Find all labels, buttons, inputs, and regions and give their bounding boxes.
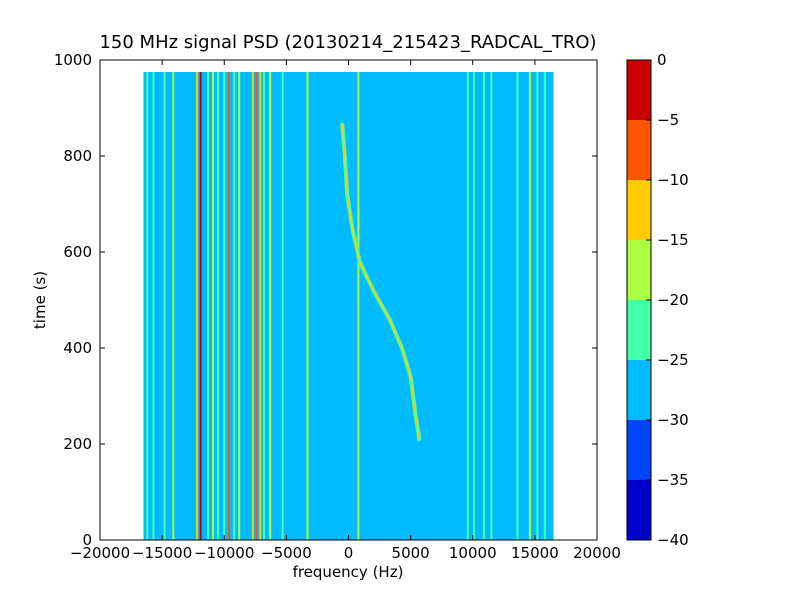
colorbar-tick-label: −25 bbox=[657, 351, 689, 369]
y-tick-label: 200 bbox=[63, 435, 92, 453]
colorbar-band bbox=[627, 240, 651, 300]
colorbar-tick-label: −40 bbox=[657, 531, 689, 549]
x-tick-label: −10000 bbox=[194, 544, 254, 562]
y-tick-label: 0 bbox=[82, 531, 92, 549]
colorbar-band bbox=[627, 300, 651, 360]
x-axis-ticks: −20000 −15000 −10000 −5000 0 5000 10000 15000 20… bbox=[70, 60, 621, 562]
colorbar-bands bbox=[627, 60, 651, 540]
x-axis-label: frequency (Hz) bbox=[293, 563, 404, 581]
x-tick-label: 10000 bbox=[449, 544, 497, 562]
colorbar-band bbox=[627, 480, 651, 540]
colorbar-tick-label: −15 bbox=[657, 231, 689, 249]
colorbar-ticks: −40 −35 −30 −25 −20 −15 −10 −5 0 bbox=[646, 51, 689, 549]
psd-heatmap bbox=[143, 72, 554, 540]
colorbar-band bbox=[627, 180, 651, 240]
y-tick-label: 1000 bbox=[54, 51, 92, 69]
x-tick-label: 0 bbox=[344, 544, 354, 562]
x-tick-label: −20000 bbox=[70, 544, 130, 562]
colorbar-tick-label: −35 bbox=[657, 471, 689, 489]
colorbar-tick-label: −5 bbox=[657, 111, 679, 129]
x-tick-label: 5000 bbox=[392, 544, 430, 562]
y-axis-label: time (s) bbox=[31, 271, 49, 329]
colorbar-tick-label: −10 bbox=[657, 171, 689, 189]
x-tick-label: −15000 bbox=[132, 544, 192, 562]
chart-title: 150 MHz signal PSD (20130214_215423_RADC… bbox=[99, 32, 596, 53]
colorbar-tick-label: −20 bbox=[657, 291, 689, 309]
colorbar-band bbox=[627, 420, 651, 480]
colorbar: −40 −35 −30 −25 −20 −15 −10 −5 0 bbox=[626, 51, 689, 549]
y-tick-label: 400 bbox=[63, 339, 92, 357]
x-tick-label: 20000 bbox=[573, 544, 621, 562]
y-axis-ticks: 0 200 400 600 800 1000 bbox=[54, 51, 597, 549]
colorbar-band bbox=[627, 360, 651, 420]
x-tick-label: 15000 bbox=[511, 544, 559, 562]
y-tick-label: 800 bbox=[63, 147, 92, 165]
colorbar-band bbox=[627, 120, 651, 180]
heatmap-background bbox=[143, 72, 554, 540]
plot-area: −20000 −15000 −10000 −5000 0 5000 10000 15000 20… bbox=[54, 51, 621, 562]
colorbar-tick-label: −30 bbox=[657, 411, 689, 429]
y-tick-label: 600 bbox=[63, 243, 92, 261]
colorbar-band bbox=[627, 60, 651, 120]
colorbar-tick-label: 0 bbox=[657, 51, 667, 69]
drifting-signal bbox=[341, 124, 421, 440]
x-tick-label: −5000 bbox=[261, 544, 312, 562]
